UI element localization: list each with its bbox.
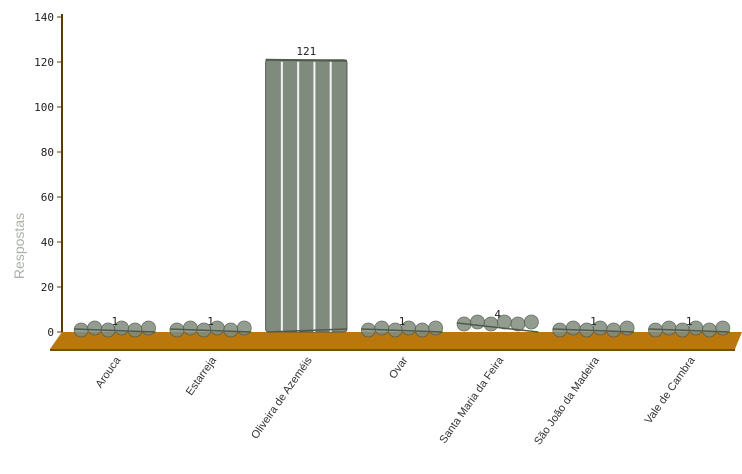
y-tick-label: 40 (41, 236, 54, 249)
bar (73, 320, 156, 338)
bar-bubble (236, 320, 252, 336)
category-label: Estarreja (184, 354, 220, 398)
bar (169, 320, 252, 338)
category-label: Vale de Cambra (643, 354, 698, 426)
y-tick-label: 140 (34, 11, 54, 24)
bar-base-edge (361, 328, 443, 333)
bars (73, 58, 731, 338)
y-tick-label: 0 (47, 326, 54, 339)
chart-floor (50, 332, 742, 349)
bar-bubble (606, 322, 622, 338)
category-label: Santa Maria da Feira (437, 354, 506, 446)
data-label: 1 (207, 315, 214, 328)
data-label: 4 (494, 308, 501, 321)
data-label: 1 (686, 315, 693, 328)
data-labels: 1 1 121 1 4 1 1 (112, 45, 693, 328)
y-tick-label: 20 (41, 281, 54, 294)
bar-bubble (661, 320, 677, 336)
bar-base-edge (267, 328, 347, 333)
bar (265, 58, 348, 333)
data-label: 1 (590, 315, 597, 328)
bar-bubble (619, 320, 635, 336)
category-label: Ovar (387, 355, 411, 382)
data-label: 121 (296, 45, 316, 58)
category-label: São João da Madeira (532, 354, 602, 447)
bar-bubble (414, 322, 430, 338)
bar-bubble (374, 320, 390, 336)
bar (360, 320, 444, 338)
y-ticks: 0 20 40 60 80 100 120 140 (34, 11, 62, 339)
category-labels: Arouca Estarreja Oliveira de Azeméis Ovar Sa… (93, 354, 698, 447)
y-tick-label: 60 (41, 191, 54, 204)
category-label: Arouca (93, 354, 123, 390)
bar-bubble (715, 320, 731, 336)
bar-body (265, 59, 348, 333)
bar-base-edge (169, 328, 252, 333)
bar-bubble (182, 320, 198, 336)
bar-bubble (565, 320, 581, 336)
bar (456, 314, 539, 333)
bar (648, 320, 731, 338)
bar-bubble (428, 320, 444, 336)
bar-bubble (701, 322, 717, 338)
data-label: 1 (112, 315, 119, 328)
bar-bubble (87, 320, 103, 336)
bar-bubble (470, 314, 485, 330)
bar-base-edge (456, 322, 539, 333)
bar-bubble (141, 320, 156, 336)
bar-base-edge (552, 328, 635, 333)
y-tick-label: 120 (34, 56, 54, 69)
bar (552, 320, 635, 338)
bar-top-edge (265, 58, 347, 62)
y-tick-label: 80 (41, 146, 54, 159)
bar-bubble (223, 322, 239, 338)
y-tick-label: 100 (34, 101, 54, 114)
chart-floor-edge (50, 349, 735, 351)
category-label: Oliveira de Azeméis (249, 354, 315, 441)
bar-base-edge (74, 328, 156, 333)
data-label: 1 (399, 315, 406, 328)
bar-bubble (127, 322, 143, 338)
y-axis-label: Respostas (11, 213, 27, 279)
bar-base-edge (648, 328, 730, 333)
bar-bubble (523, 314, 539, 330)
